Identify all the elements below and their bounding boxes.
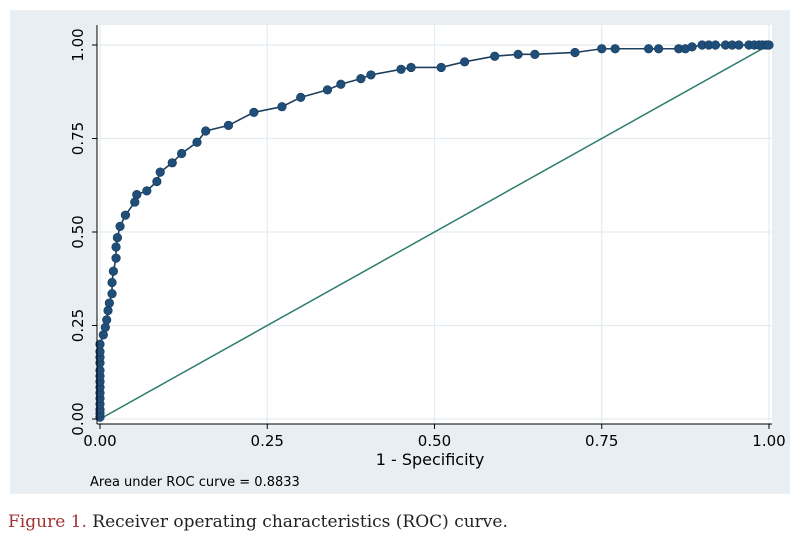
roc-point xyxy=(513,49,523,59)
roc-point xyxy=(107,277,117,288)
roc-point xyxy=(120,210,131,220)
y-tick-label: 0.25 xyxy=(69,309,87,342)
reference-diagonal-line xyxy=(99,44,770,420)
roc-point xyxy=(654,44,664,54)
roc-point xyxy=(132,190,142,200)
roc-point xyxy=(100,322,110,332)
roc-point xyxy=(764,40,774,50)
roc-point xyxy=(102,315,112,325)
tick-labels: 0.00 0.25 0.50 0.75 1.00 0.00 0.25 0.50 0.75 1.00 xyxy=(69,28,786,450)
roc-point xyxy=(336,79,346,89)
roc-point xyxy=(710,40,721,50)
roc-point xyxy=(155,167,165,177)
roc-point xyxy=(223,120,234,131)
roc-point xyxy=(322,85,333,95)
roc-point xyxy=(152,176,162,187)
roc-point xyxy=(643,44,654,54)
x-axis-title: 1 - Specificity xyxy=(376,450,485,469)
roc-point xyxy=(111,253,121,263)
figure-caption: Figure 1. Receiver operating characteris… xyxy=(8,512,508,532)
y-tick-label: 0.75 xyxy=(69,122,87,155)
roc-point xyxy=(296,92,306,102)
roc-point xyxy=(142,186,152,196)
roc-point xyxy=(177,148,187,159)
roc-point xyxy=(530,49,540,59)
x-tick-label: 0.00 xyxy=(83,432,116,450)
chart-panel: 0.00 0.25 0.50 0.75 1.00 0.00 0.25 0.50 0.75 1.00… xyxy=(10,10,790,494)
roc-point xyxy=(115,221,125,231)
roc-point xyxy=(192,137,202,147)
x-tick-label: 0.25 xyxy=(251,432,284,450)
axes xyxy=(92,25,772,429)
roc-point xyxy=(406,62,416,73)
roc-point xyxy=(107,289,117,299)
auc-annotation: Area under ROC curve = 0.8833 xyxy=(90,475,300,490)
roc-point xyxy=(460,57,470,67)
roc-point xyxy=(249,107,259,117)
roc-point xyxy=(103,305,113,316)
x-tick-label: 0.75 xyxy=(585,432,618,450)
roc-point xyxy=(436,62,446,73)
roc-curve-markers xyxy=(95,40,774,422)
x-tick-label: 0.50 xyxy=(418,432,451,450)
roc-point xyxy=(104,298,114,308)
roc-point xyxy=(570,47,580,58)
x-tick-label: 1.00 xyxy=(752,432,785,450)
roc-point xyxy=(112,233,122,243)
roc-point xyxy=(95,339,105,349)
roc-point xyxy=(734,40,744,50)
roc-point xyxy=(610,44,620,54)
y-tick-label: 0.00 xyxy=(69,402,87,435)
y-tick-label: 0.50 xyxy=(69,215,87,248)
figure-caption-text: Receiver operating characteristics (ROC)… xyxy=(86,512,508,532)
roc-point xyxy=(396,64,406,74)
roc-point xyxy=(167,158,177,168)
y-tick-label: 1.00 xyxy=(69,28,87,61)
roc-point xyxy=(366,70,376,80)
roc-point xyxy=(490,51,500,61)
roc-chart: 0.00 0.25 0.50 0.75 1.00 0.00 0.25 0.50 0.75 1.00… xyxy=(69,25,786,490)
figure-caption-label: Figure 1. xyxy=(8,512,87,532)
roc-point xyxy=(687,42,697,52)
roc-point xyxy=(277,102,287,112)
roc-point xyxy=(108,266,118,276)
roc-point xyxy=(356,74,366,84)
roc-point xyxy=(111,242,121,252)
roc-point xyxy=(597,44,607,54)
roc-point xyxy=(201,126,211,136)
